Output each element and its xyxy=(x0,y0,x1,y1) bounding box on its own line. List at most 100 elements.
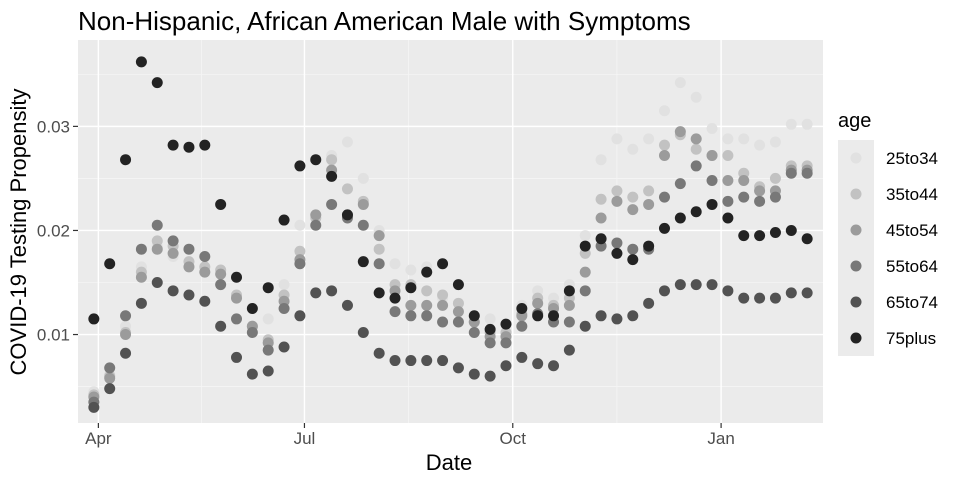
point-45to54 xyxy=(135,271,147,283)
point-65to74 xyxy=(231,351,243,363)
point-75plus xyxy=(468,310,480,322)
plot-panel xyxy=(78,40,823,423)
point-45to54 xyxy=(627,204,639,216)
y-axis: 0.01 0.02 0.03 xyxy=(37,117,78,345)
point-25to34 xyxy=(738,133,750,145)
point-65to74 xyxy=(722,285,734,297)
point-55to64 xyxy=(135,243,147,255)
point-75plus xyxy=(120,154,132,166)
point-65to74 xyxy=(120,347,132,359)
legend-key-75plus xyxy=(850,332,862,344)
point-55to64 xyxy=(801,167,813,179)
point-75plus xyxy=(262,282,274,294)
legend-label-45to54: 45to54 xyxy=(886,221,938,240)
point-75plus xyxy=(484,323,496,335)
legend-key-55to64 xyxy=(850,260,862,272)
point-25to34 xyxy=(357,172,369,184)
point-55to64 xyxy=(373,258,385,270)
legend-label-55to64: 55to64 xyxy=(886,257,938,276)
point-65to74 xyxy=(373,347,385,359)
point-55to64 xyxy=(326,198,338,210)
point-45to54 xyxy=(722,175,734,187)
point-65to74 xyxy=(484,370,496,382)
point-25to34 xyxy=(595,154,607,166)
point-75plus xyxy=(595,233,607,245)
point-55to64 xyxy=(167,235,179,247)
point-35to44 xyxy=(452,297,464,309)
point-25to34 xyxy=(389,258,401,270)
point-75plus xyxy=(183,141,195,153)
point-65to74 xyxy=(389,355,401,367)
point-75plus xyxy=(437,258,449,270)
point-65to74 xyxy=(548,360,560,372)
point-75plus xyxy=(643,240,655,252)
point-45to54 xyxy=(532,297,544,309)
point-75plus xyxy=(135,56,147,68)
point-75plus xyxy=(690,206,702,218)
point-65to74 xyxy=(88,401,100,413)
point-65to74 xyxy=(595,310,607,322)
point-35to44 xyxy=(421,285,433,297)
point-35to44 xyxy=(326,154,338,166)
legend-key-65to74 xyxy=(850,296,862,308)
point-35to44 xyxy=(690,143,702,155)
point-75plus xyxy=(658,222,670,234)
point-35to44 xyxy=(722,150,734,162)
x-axis-title: Date xyxy=(426,450,472,475)
legend: age 25to34 35to44 45to54 55to64 65to74 75plus xyxy=(838,110,938,356)
point-75plus xyxy=(294,160,306,172)
point-75plus xyxy=(310,154,322,166)
point-55to64 xyxy=(183,243,195,255)
point-55to64 xyxy=(611,237,623,249)
point-65to74 xyxy=(500,360,512,372)
point-55to64 xyxy=(104,362,116,374)
point-25to34 xyxy=(754,139,766,151)
grid-minor xyxy=(78,40,823,423)
point-55to64 xyxy=(405,310,417,322)
point-25to34 xyxy=(294,219,306,231)
x-tick-label: Jul xyxy=(294,429,316,448)
point-55to64 xyxy=(579,285,591,297)
point-55to64 xyxy=(278,303,290,315)
point-25to34 xyxy=(674,77,686,89)
point-75plus xyxy=(421,266,433,278)
point-75plus xyxy=(674,212,686,224)
point-45to54 xyxy=(579,266,591,278)
point-65to74 xyxy=(151,276,163,288)
point-65to74 xyxy=(452,362,464,374)
point-75plus xyxy=(548,310,560,322)
point-55to64 xyxy=(674,178,686,190)
point-75plus xyxy=(769,227,781,239)
point-35to44 xyxy=(611,185,623,197)
legend-label-75plus: 75plus xyxy=(886,329,936,348)
point-75plus xyxy=(167,139,179,151)
point-55to64 xyxy=(421,310,433,322)
point-65to74 xyxy=(579,320,591,332)
y-tick-label: 0.03 xyxy=(37,117,70,136)
point-55to64 xyxy=(294,258,306,270)
point-25to34 xyxy=(405,264,417,276)
point-55to64 xyxy=(785,167,797,179)
point-55to64 xyxy=(262,344,274,356)
point-65to74 xyxy=(183,289,195,301)
point-55to64 xyxy=(468,326,480,338)
point-55to64 xyxy=(246,326,258,338)
chart-title: Non-Hispanic, African American Male with… xyxy=(78,6,691,36)
point-45to54 xyxy=(310,209,322,221)
point-45to54 xyxy=(643,198,655,210)
point-25to34 xyxy=(627,143,639,155)
point-45to54 xyxy=(373,230,385,242)
point-65to74 xyxy=(468,368,480,380)
point-45to54 xyxy=(167,247,179,259)
point-35to44 xyxy=(658,139,670,151)
point-75plus xyxy=(722,212,734,224)
x-tick-label: Oct xyxy=(500,429,527,448)
point-65to74 xyxy=(627,310,639,322)
point-45to54 xyxy=(151,243,163,255)
point-45to54 xyxy=(754,185,766,197)
point-65to74 xyxy=(104,383,116,395)
point-45to54 xyxy=(231,292,243,304)
point-55to64 xyxy=(357,219,369,231)
x-tick-label: Apr xyxy=(85,429,112,448)
point-45to54 xyxy=(183,261,195,273)
